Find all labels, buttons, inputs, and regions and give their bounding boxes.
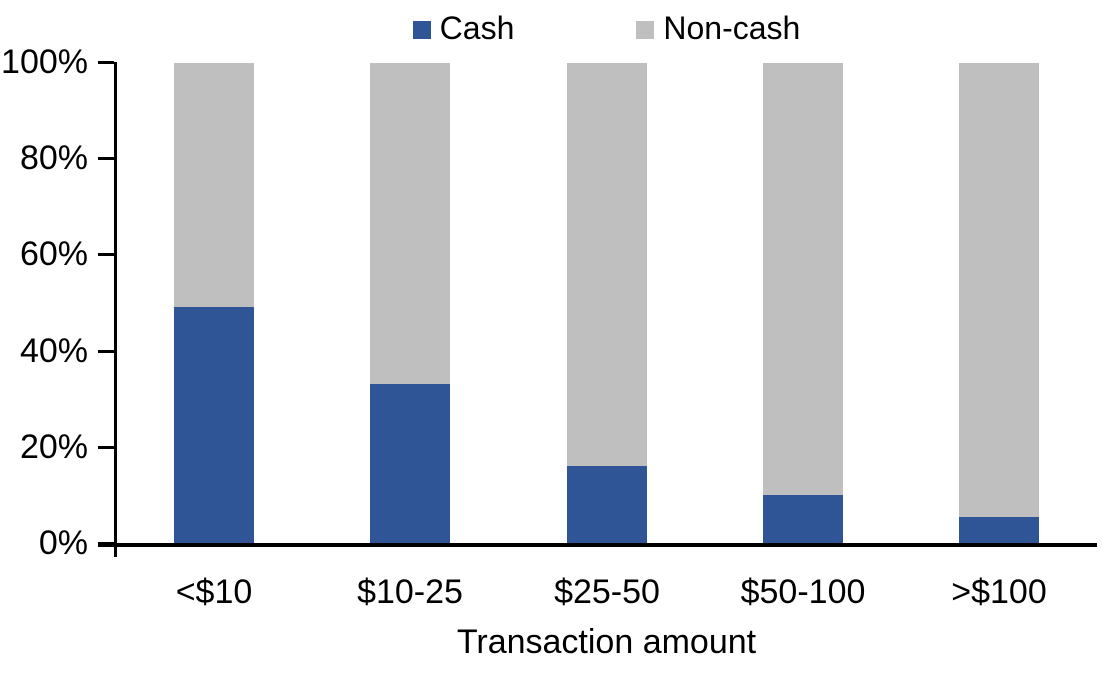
legend-item-cash: Cash: [412, 8, 515, 48]
y-tick-label: 100%: [1, 43, 88, 81]
bar-segment-cash: [370, 384, 450, 543]
y-axis-tick: [98, 61, 114, 64]
legend-item-noncash: Non-cash: [636, 8, 800, 48]
bar-segment-cash: [763, 495, 843, 543]
bar-segment-noncash: [370, 63, 450, 384]
bar-segment-noncash: [174, 63, 254, 307]
y-tick-label: 80%: [19, 139, 88, 177]
legend-label-cash: Cash: [439, 10, 515, 46]
y-axis-tick: [98, 350, 114, 353]
y-axis-line: [114, 62, 117, 557]
bar-segment-noncash: [567, 63, 647, 466]
y-tick-label: 60%: [19, 235, 88, 273]
noncash-legend-swatch-icon: [636, 20, 655, 39]
legend: Cash Non-cash: [116, 8, 1097, 48]
y-tick-label: 20%: [19, 428, 88, 466]
bar-segment-cash: [174, 307, 254, 543]
y-axis-tick: [98, 157, 114, 160]
y-axis-tick: [98, 542, 114, 545]
y-axis-tick: [98, 253, 114, 256]
x-axis-title: Transaction amount: [456, 623, 757, 661]
y-axis-tick: [98, 446, 114, 449]
x-category-label: <$10: [175, 573, 253, 611]
bar-segment-noncash: [763, 63, 843, 495]
x-category-label: $50-100: [740, 573, 866, 611]
bar-segment-cash: [959, 517, 1039, 543]
legend-label-noncash: Non-cash: [663, 10, 801, 46]
x-category-label: $10-25: [357, 573, 463, 611]
y-tick-label: 40%: [19, 332, 88, 370]
x-category-label: >$100: [951, 573, 1047, 611]
bar-segment-noncash: [959, 63, 1039, 517]
cash-legend-swatch-icon: [412, 20, 431, 39]
y-tick-label: 0%: [38, 524, 88, 562]
x-axis-line: [98, 543, 1097, 547]
bar-segment-cash: [567, 466, 647, 543]
x-category-label: $25-50: [554, 573, 660, 611]
